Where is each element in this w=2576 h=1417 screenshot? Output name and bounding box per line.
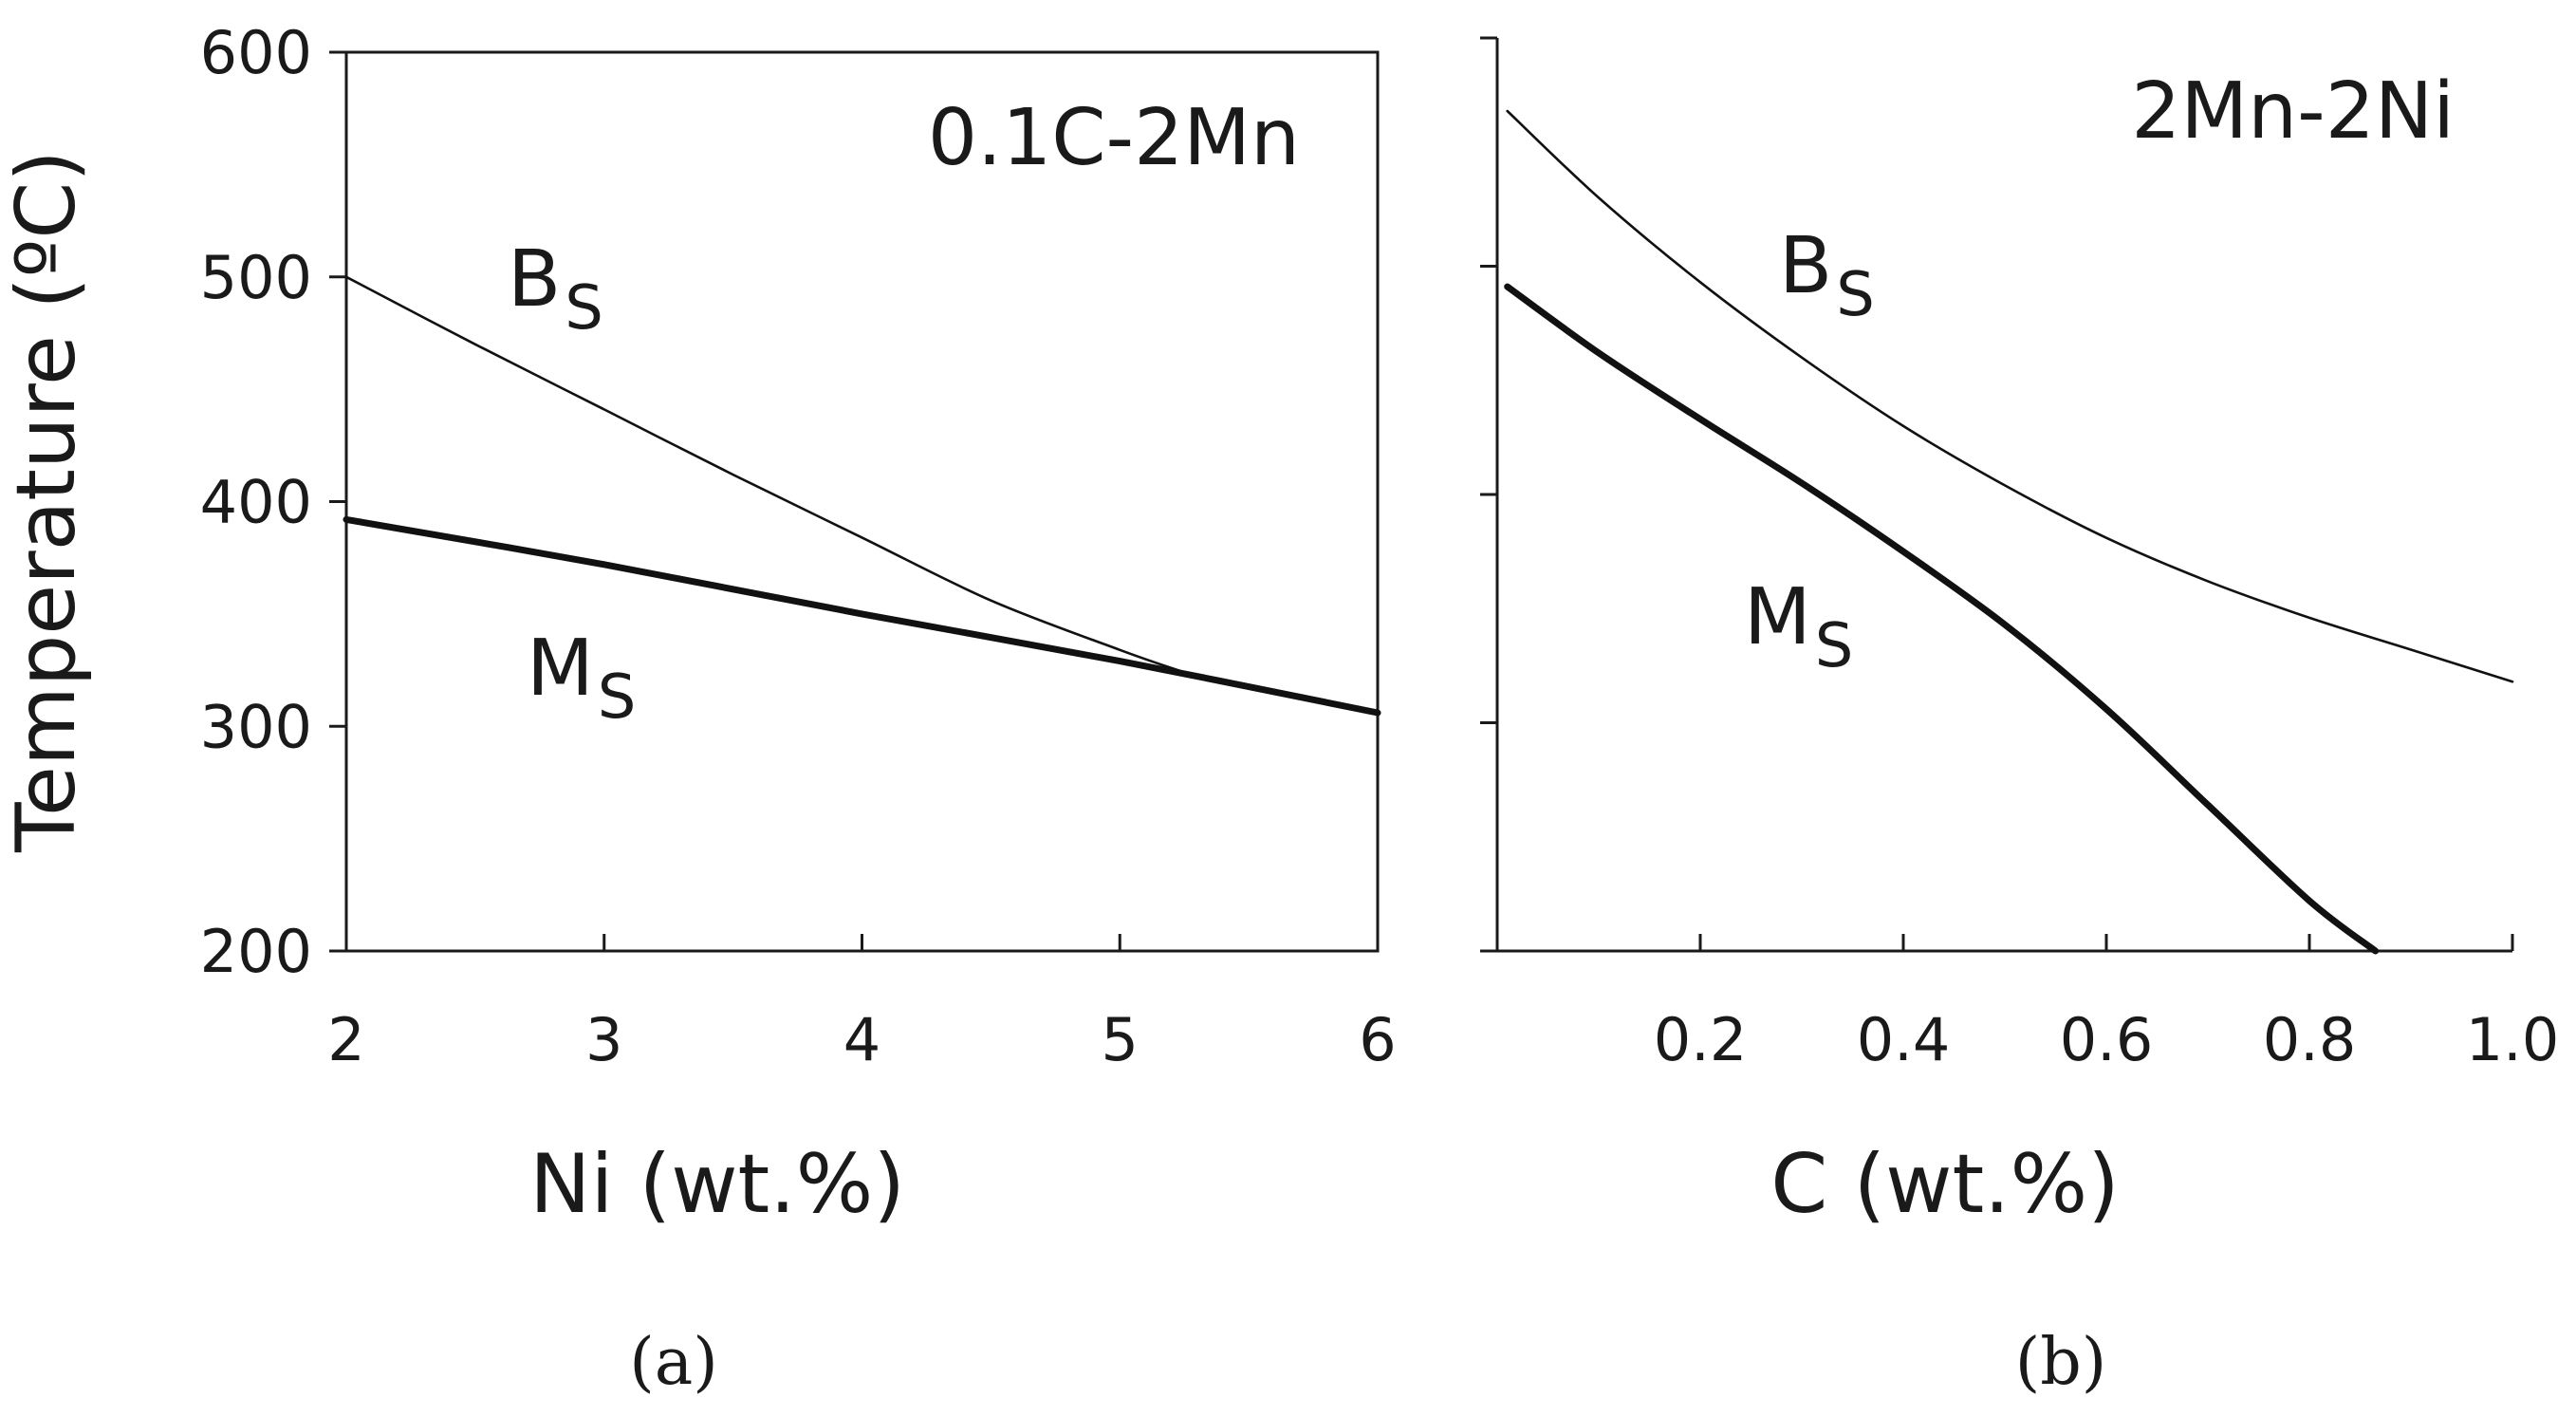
panel-b-ms-curve <box>1504 283 2380 955</box>
panel-a-label: (a) <box>629 1325 718 1400</box>
panel-b-x-axis-title: C (wt.%) <box>1770 1137 2120 1232</box>
panel-b-chart: 0.2 0.4 0.6 0.8 1.0 BS MS 2Mn-2Ni C (wt.%) (b… <box>1480 36 2560 1400</box>
panel-b-x-tick-label: 0.4 <box>1857 1005 1951 1074</box>
panel-a-plot-frame <box>344 50 1380 953</box>
panel-b-bs-label: BS <box>1779 221 1875 330</box>
panel-a-y-tick-label: 600 <box>200 18 312 87</box>
panel-a-bs-curve <box>344 275 1186 674</box>
panel-b-x-tick-label: 0.6 <box>2060 1005 2154 1074</box>
panel-a-ms-label: MS <box>527 624 636 733</box>
panel-b-bs-curve <box>1506 109 2514 683</box>
panel-b-ms-label: MS <box>1744 572 1853 681</box>
panel-a-ms-curve <box>343 515 1381 717</box>
panel-a-x-tick-label: 3 <box>585 1005 622 1074</box>
panel-a-y-tick-label: 500 <box>200 243 312 312</box>
y-axis-title: Temperature (ºC) <box>0 150 94 853</box>
panel-a-x-axis-title: Ni (wt.%) <box>529 1137 905 1232</box>
panel-a-chart: 200 300 400 500 600 2 3 4 5 6 BS MS 0.1C-2Mn Temp… <box>0 18 1397 1400</box>
panel-a-y-tick-label: 300 <box>200 692 312 761</box>
panel-a-y-tick-label: 400 <box>200 468 312 537</box>
panel-b-x-tick-label: 0.8 <box>2263 1005 2357 1074</box>
panel-a-x-tick-label: 4 <box>843 1005 880 1074</box>
panel-b-x-tick-label: 0.2 <box>1654 1005 1748 1074</box>
panel-b-label: (b) <box>2015 1325 2107 1400</box>
panel-a-bs-label: BS <box>508 234 603 344</box>
panel-a-x-tick-label: 2 <box>327 1005 364 1074</box>
panel-b-annotation: 2Mn-2Ni <box>2131 66 2455 157</box>
panel-a-y-tick-label: 200 <box>200 917 312 986</box>
panel-a-x-tick-label: 6 <box>1359 1005 1396 1074</box>
panel-b-x-tick-label: 1.0 <box>2466 1005 2560 1074</box>
panel-a-x-tick-label: 5 <box>1102 1005 1139 1074</box>
panel-a-annotation: 0.1C-2Mn <box>928 93 1300 183</box>
